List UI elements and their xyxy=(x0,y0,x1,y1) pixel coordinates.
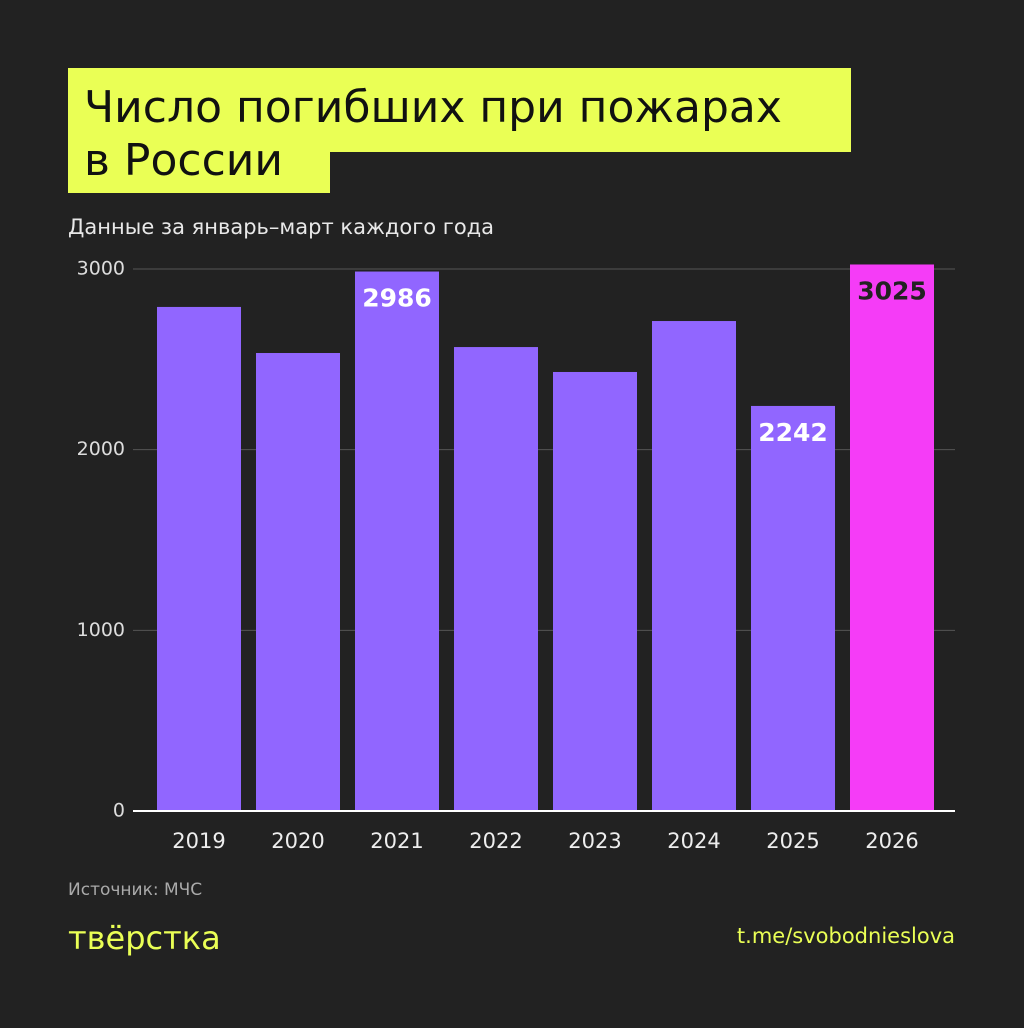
x-tick-label: 2022 xyxy=(469,829,522,853)
value-label: 3025 xyxy=(857,276,927,305)
x-tick-label: 2023 xyxy=(568,829,621,853)
chart-title: в России xyxy=(84,135,283,186)
y-tick-label: 1000 xyxy=(77,619,125,641)
y-tick-label: 3000 xyxy=(77,258,125,280)
subtitle: Данные за январь–март каждого года xyxy=(68,215,494,239)
x-tick-label: 2026 xyxy=(865,829,918,853)
bar xyxy=(454,347,538,811)
source: Источник: МЧС xyxy=(68,880,202,900)
x-tick-label: 2020 xyxy=(271,829,324,853)
title-box xyxy=(68,68,851,152)
y-tick-label: 2000 xyxy=(77,438,125,460)
value-label: 2986 xyxy=(362,284,432,313)
x-tick-label: 2019 xyxy=(172,829,225,853)
bar xyxy=(355,271,439,812)
bar xyxy=(157,306,241,811)
value-label: 2242 xyxy=(758,418,828,447)
bar xyxy=(751,405,835,811)
bar xyxy=(553,371,637,811)
chart-title: Число погибших при пожарах xyxy=(84,82,782,133)
y-tick-label: 0 xyxy=(113,800,125,822)
x-tick-label: 2024 xyxy=(667,829,720,853)
bar xyxy=(850,264,934,811)
logo: твёрстка xyxy=(68,919,221,957)
bar xyxy=(256,353,340,811)
link[interactable]: t.me/svobodnieslova xyxy=(737,924,955,948)
x-tick-label: 2025 xyxy=(766,829,819,853)
title-box xyxy=(68,140,330,193)
bar xyxy=(652,321,736,811)
x-tick-label: 2021 xyxy=(370,829,423,853)
